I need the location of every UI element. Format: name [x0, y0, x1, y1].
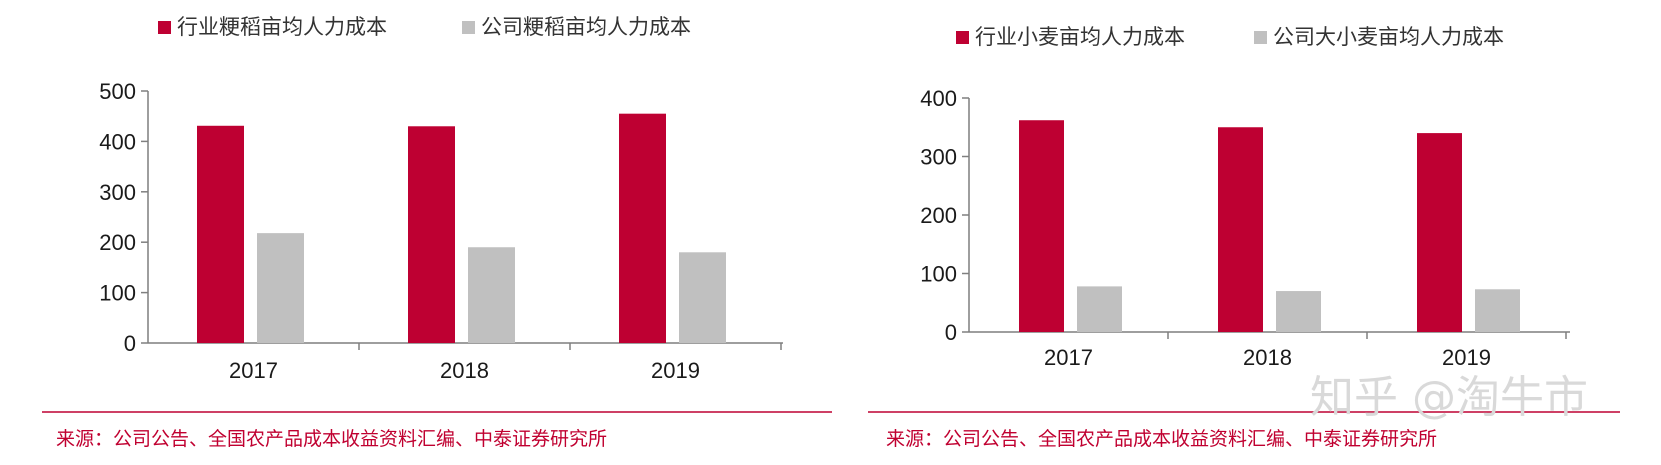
- source-note-right: 来源：公司公告、全国农产品成本收益资料汇编、中泰证券研究所: [886, 428, 1437, 450]
- legend-swatch: [158, 21, 171, 34]
- bar-industry: [1218, 127, 1263, 332]
- x-tick-label: 2017: [1044, 345, 1093, 370]
- y-tick-label: 200: [920, 203, 957, 228]
- y-tick-label: 300: [99, 180, 136, 205]
- bar-company: [1077, 286, 1122, 332]
- x-tick-label: 2018: [1243, 345, 1292, 370]
- bar-industry: [1019, 120, 1064, 332]
- y-tick-label: 400: [920, 86, 957, 111]
- bar-company: [1276, 291, 1321, 332]
- bar-company: [468, 247, 515, 343]
- chart-rice-labor-cost: 行业粳稻亩均人力成本 公司粳稻亩均人力成本 0 100 200 300 400 500 2017…: [99, 15, 783, 383]
- legend-label: 行业粳稻亩均人力成本: [177, 15, 387, 39]
- x-tick-label: 2019: [1442, 345, 1491, 370]
- chart-wheat-labor-cost: 行业小麦亩均人力成本 公司大小麦亩均人力成本 0 100 200 300 400 2017 20…: [920, 25, 1570, 370]
- legend-label: 公司粳稻亩均人力成本: [481, 15, 691, 39]
- source-note-left: 来源：公司公告、全国农产品成本收益资料汇编、中泰证券研究所: [56, 428, 607, 450]
- x-tick-label: 2018: [440, 358, 489, 383]
- x-tick-label: 2017: [229, 358, 278, 383]
- y-tick-label: 100: [99, 281, 136, 306]
- watermark: 知乎 @淘牛市: [1310, 372, 1588, 423]
- legend-swatch: [956, 31, 969, 44]
- legend-swatch: [462, 21, 475, 34]
- legend-swatch: [1254, 31, 1267, 44]
- y-tick-label: 0: [945, 320, 957, 345]
- y-tick-label: 200: [99, 230, 136, 255]
- bar-industry: [408, 126, 455, 343]
- legend-label: 公司大小麦亩均人力成本: [1273, 25, 1504, 49]
- bar-company: [679, 252, 726, 343]
- bar-company: [257, 233, 304, 343]
- y-tick-label: 300: [920, 145, 957, 170]
- bar-industry: [1417, 133, 1462, 332]
- y-tick-label: 500: [99, 79, 136, 104]
- legend-label: 行业小麦亩均人力成本: [975, 25, 1185, 49]
- x-tick-label: 2019: [651, 358, 700, 383]
- y-tick-label: 400: [99, 129, 136, 154]
- y-tick-label: 100: [920, 262, 957, 287]
- bar-industry: [197, 125, 244, 343]
- bar-industry: [619, 113, 666, 344]
- bar-company: [1475, 289, 1520, 332]
- y-tick-label: 0: [124, 331, 136, 356]
